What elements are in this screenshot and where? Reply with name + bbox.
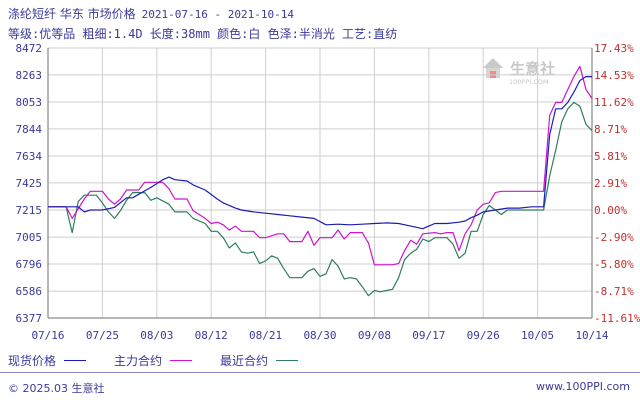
site-link[interactable]: www.100PPI.com (536, 380, 630, 393)
y-tick-label: 6796 (16, 258, 43, 271)
legend-swatch-recent (276, 360, 299, 361)
watermark-roof-icon (483, 58, 503, 68)
footer-divider (0, 372, 640, 373)
y-tick-label: 6586 (16, 285, 43, 298)
x-tick-label: 10/14 (575, 329, 608, 342)
series-line-spot (48, 76, 592, 230)
x-tick-label: 08/21 (249, 329, 282, 342)
series-line-main-contract (48, 65, 593, 266)
y-tick-label: 7844 (16, 123, 43, 136)
date-range: 2021-07-16 - 2021-10-14 (141, 8, 294, 21)
x-tick-label: 08/03 (140, 329, 173, 342)
x-tick-label: 07/16 (31, 329, 64, 342)
x-tick-label: 07/25 (86, 329, 119, 342)
y-tick-label: 6377 (16, 312, 43, 325)
y-right-tick-label: 14.53% (594, 69, 634, 82)
legend-label-main: 主力合约 (114, 354, 163, 368)
series-line-recent-contract (48, 101, 593, 297)
y-tick-label: 7005 (16, 231, 43, 244)
y-right-tick-label: 2.91% (594, 177, 627, 190)
y-right-tick-label: -2.90% (594, 231, 634, 244)
y-tick-label: 8053 (16, 96, 43, 109)
footer: © 2025.03 生意社 www.100PPI.com (0, 372, 640, 400)
legend-item-spot: 现货价格 (8, 352, 87, 369)
y-right-tick-label: 5.81% (594, 150, 627, 163)
y-right-tick-label: 0.00% (594, 204, 627, 217)
x-tick-label: 09/08 (358, 329, 391, 342)
y-right-tick-label: 11.62% (594, 96, 634, 109)
x-tick-label: 08/12 (195, 329, 228, 342)
y-tick-label: 7425 (16, 177, 43, 190)
y-right-tick-label: 8.71% (594, 123, 627, 136)
x-tick-label: 09/26 (467, 329, 500, 342)
y-right-tick-label: -5.80% (594, 258, 634, 271)
y-tick-label: 7215 (16, 204, 43, 217)
x-tick-label: 08/30 (303, 329, 336, 342)
x-tick-label: 09/17 (412, 329, 445, 342)
y-tick-label: 8263 (16, 69, 43, 82)
product-specs: 等级:优等品 粗细:1.4D 长度:38mm 颜色:白 色泽:半消光 工艺:直纺 (8, 27, 398, 41)
chart-legend: 现货价格 主力合约 最近合约 (8, 352, 316, 369)
legend-item-main: 主力合约 (104, 352, 193, 369)
legend-label-spot: 现货价格 (8, 354, 57, 368)
legend-swatch-main (170, 360, 193, 361)
y-tick-label: 7634 (16, 150, 43, 163)
chart-title-text: 涤纶短纤 华东 市场价格 (8, 7, 136, 21)
chart-title: 涤纶短纤 华东 市场价格 2021-07-16 - 2021-10-14 (8, 5, 294, 22)
watermark-text: 生意社 (510, 60, 555, 78)
legend-label-recent: 最近合约 (220, 354, 269, 368)
copyright-text: © 2025.03 生意社 (8, 382, 105, 395)
y-right-tick-label: -8.71% (594, 285, 634, 298)
y-tick-label: 8472 (16, 42, 43, 55)
legend-item-recent: 最近合约 (210, 352, 299, 369)
y-right-tick-label: -11.61% (594, 312, 640, 325)
x-tick-label: 10/05 (521, 329, 554, 342)
y-right-tick-label: 17.43% (594, 42, 634, 55)
watermark-url: 100PPI.COM (509, 78, 549, 86)
legend-swatch-spot (64, 360, 87, 361)
